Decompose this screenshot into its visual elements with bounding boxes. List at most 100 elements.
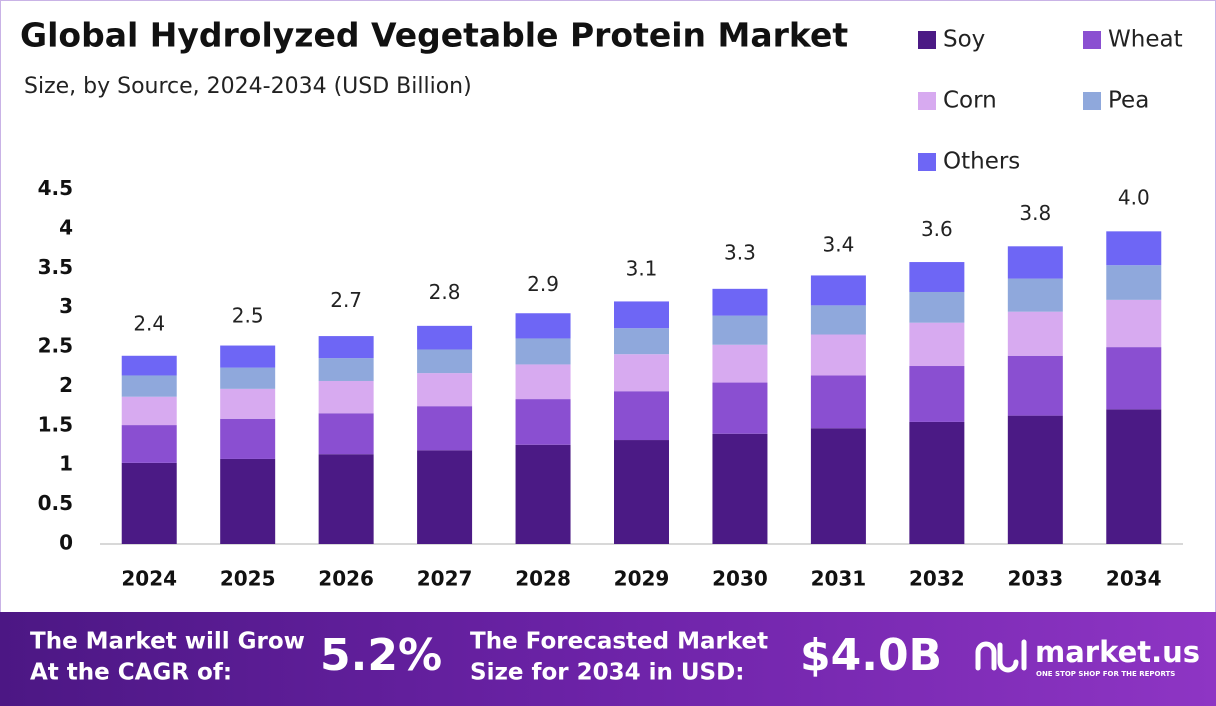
- plot: 0 0.5 1 1.5 2 2.5 3 3.5 4 4.5 2.4 2024 2.5 2025 2.7 202…: [38, 27, 1183, 591]
- bar-segment: [515, 313, 571, 339]
- bar-segment: [614, 328, 669, 355]
- bar-segment: [220, 418, 276, 459]
- bar-segment: [515, 338, 571, 365]
- bar-segment: [121, 355, 177, 376]
- bar-segment: [909, 366, 965, 422]
- footer-text: At the CAGR of:: [30, 660, 232, 686]
- total-label: 2.5: [232, 304, 264, 328]
- total-label: 2.4: [133, 311, 165, 335]
- bar-segment: [909, 291, 965, 323]
- legend-swatch: [918, 153, 936, 171]
- total-label: 4.0: [1118, 185, 1150, 209]
- y-tick-label: 0.5: [38, 491, 73, 515]
- bar-segment: [712, 433, 768, 544]
- bar-segment: [712, 288, 768, 316]
- bar-segment: [810, 334, 866, 376]
- x-tick-label: 2024: [121, 567, 177, 591]
- bar-segment: [417, 325, 473, 350]
- footer-text: The Forecasted Market: [470, 629, 768, 655]
- x-tick-label: 2028: [515, 567, 571, 591]
- bar-segment: [712, 382, 768, 434]
- bar-segment: [220, 367, 276, 389]
- bar-segment: [712, 344, 768, 383]
- y-tick-label: 3.5: [38, 255, 73, 279]
- y-tick-label: 1.5: [38, 412, 73, 436]
- bar-segment: [614, 354, 669, 392]
- bar-segment: [810, 275, 866, 306]
- kpi-value: $4.0B: [800, 630, 942, 681]
- y-tick-label: 0: [59, 531, 73, 555]
- footer-text: The Market will Grow: [30, 629, 305, 655]
- x-tick-label: 2029: [614, 567, 670, 591]
- y-tick-label: 1: [59, 452, 73, 476]
- y-tick-label: 4: [59, 215, 73, 239]
- total-label: 2.7: [330, 288, 362, 312]
- total-label: 3.8: [1019, 201, 1051, 225]
- y-tick-label: 2.5: [38, 334, 73, 358]
- x-tick-label: 2025: [220, 567, 276, 591]
- bar-segment: [318, 380, 374, 414]
- chart-subtitle: Size, by Source, 2024-2034 (USD Billion): [24, 74, 472, 99]
- legend-swatch: [918, 92, 936, 110]
- bar-segment: [417, 406, 473, 451]
- x-tick-label: 2032: [909, 567, 965, 591]
- bar-segment: [417, 349, 473, 374]
- brand: market.us: [1035, 635, 1200, 669]
- tagline: ONE STOP SHOP FOR THE REPORTS: [1036, 670, 1175, 678]
- bar-segment: [909, 262, 965, 292]
- bar-segment: [1007, 415, 1063, 544]
- bar-segment: [1106, 231, 1162, 266]
- bar-segment: [1106, 265, 1162, 300]
- legend-label: Soy: [943, 27, 985, 53]
- bar-segment: [220, 345, 276, 368]
- x-tick-label: 2030: [712, 567, 768, 591]
- bar-segment: [1106, 347, 1162, 410]
- bar-segment: [810, 305, 866, 335]
- y-tick-label: 2: [59, 373, 73, 397]
- bar-segment: [1007, 246, 1063, 279]
- bar-segment: [121, 425, 177, 463]
- y-tick-label: 4.5: [38, 176, 73, 200]
- bar-segment: [121, 462, 177, 544]
- bar-segment: [1007, 278, 1063, 312]
- bar-segment: [515, 399, 571, 445]
- footer: The Market will Grow At the CAGR of: 5.2…: [0, 612, 1216, 706]
- y-tick-label: 3: [59, 294, 73, 318]
- total-label: 3.1: [626, 256, 658, 280]
- x-tick-label: 2034: [1106, 567, 1162, 591]
- legend-label: Wheat: [1108, 27, 1183, 53]
- bar-segment: [614, 440, 669, 544]
- bar-segment: [121, 375, 177, 397]
- bar-segment: [909, 421, 965, 544]
- total-label: 3.4: [823, 233, 855, 257]
- legend-label: Others: [943, 149, 1020, 175]
- footer-text: Size for 2034 in USD:: [470, 660, 744, 686]
- bar-segment: [1007, 355, 1063, 416]
- total-label: 3.3: [724, 241, 756, 265]
- x-tick-label: 2031: [811, 567, 867, 591]
- x-tick-label: 2026: [318, 567, 374, 591]
- bar-segment: [318, 454, 374, 544]
- bar-segment: [121, 396, 177, 426]
- legend-swatch: [1083, 31, 1101, 49]
- bar-segment: [712, 315, 768, 345]
- bar-segment: [1106, 299, 1162, 348]
- legend-swatch: [918, 31, 936, 49]
- chart-title: Global Hydrolyzed Vegetable Protein Mark…: [20, 16, 848, 55]
- total-label: 2.8: [429, 280, 461, 304]
- bar-segment: [417, 450, 473, 544]
- bar-segment: [810, 428, 866, 544]
- legend-swatch: [1083, 92, 1101, 110]
- bar-segment: [909, 322, 965, 367]
- bar-segment: [614, 391, 669, 441]
- bar-segment: [515, 364, 571, 400]
- total-label: 2.9: [527, 272, 559, 296]
- bar-segment: [417, 373, 473, 407]
- x-tick-label: 2033: [1007, 567, 1063, 591]
- total-label: 3.6: [921, 217, 953, 241]
- x-tick-label: 2027: [417, 567, 473, 591]
- footer-band: [0, 612, 1216, 706]
- bar-segment: [220, 388, 276, 419]
- bar-segment: [318, 358, 374, 381]
